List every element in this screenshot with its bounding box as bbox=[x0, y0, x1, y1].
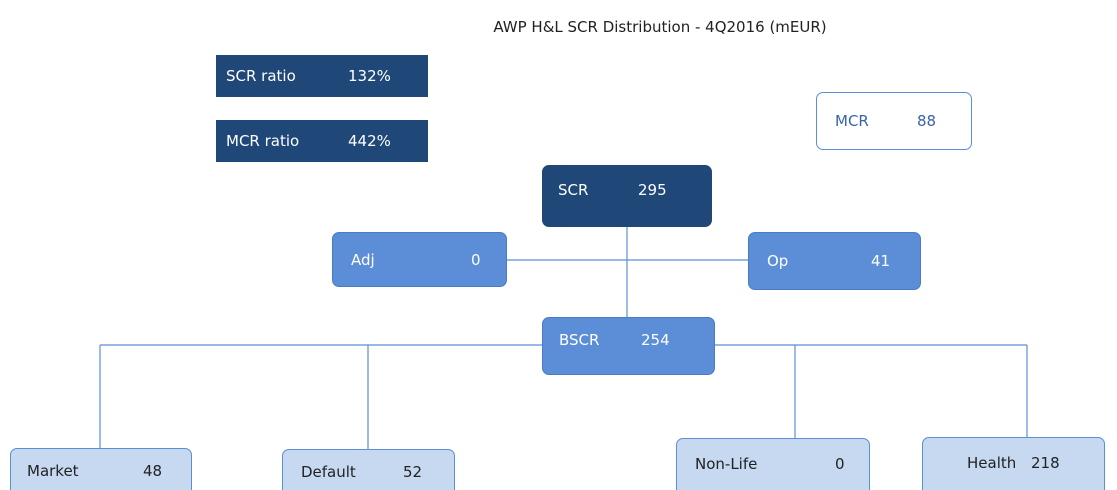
label: Adj bbox=[351, 250, 375, 269]
node-box: Health 218 bbox=[922, 437, 1105, 490]
title: AWP H&L SCR Distribution - 4Q2016 (mEUR) bbox=[493, 18, 827, 36]
node-box: Non-Life 0 bbox=[676, 438, 870, 490]
value: 132% bbox=[348, 67, 391, 85]
node-box: Default 52 bbox=[282, 449, 455, 490]
label: MCR bbox=[835, 112, 869, 130]
value: 295 bbox=[638, 180, 667, 199]
value: 442% bbox=[348, 132, 391, 150]
label: Non-Life bbox=[695, 455, 758, 474]
value: 218 bbox=[1031, 454, 1060, 473]
label: SCR ratio bbox=[226, 67, 296, 85]
label: Default bbox=[301, 462, 356, 481]
node-box: MCR 88 bbox=[816, 92, 972, 150]
value: 52 bbox=[403, 462, 423, 481]
node-box: BSCR 254 bbox=[542, 317, 715, 375]
label: Market bbox=[27, 461, 79, 480]
label: BSCR bbox=[559, 331, 600, 350]
value: 41 bbox=[871, 252, 891, 270]
value: 0 bbox=[835, 455, 845, 474]
ratio-box: SCR ratio 132% bbox=[216, 55, 428, 97]
value: 0 bbox=[471, 250, 481, 269]
label: Health bbox=[967, 454, 1017, 473]
value: 254 bbox=[641, 331, 670, 350]
node-box: Market 48 bbox=[10, 448, 192, 490]
node-box: Adj 0 bbox=[332, 232, 507, 287]
ratio-box: MCR ratio 442% bbox=[216, 120, 428, 162]
label: SCR bbox=[558, 180, 589, 199]
value: 48 bbox=[143, 461, 163, 480]
label: Op bbox=[767, 252, 789, 270]
label: MCR ratio bbox=[226, 132, 300, 150]
value: 88 bbox=[917, 112, 937, 130]
node-box: SCR 295 bbox=[542, 165, 712, 227]
node-box: Op 41 bbox=[748, 232, 921, 290]
